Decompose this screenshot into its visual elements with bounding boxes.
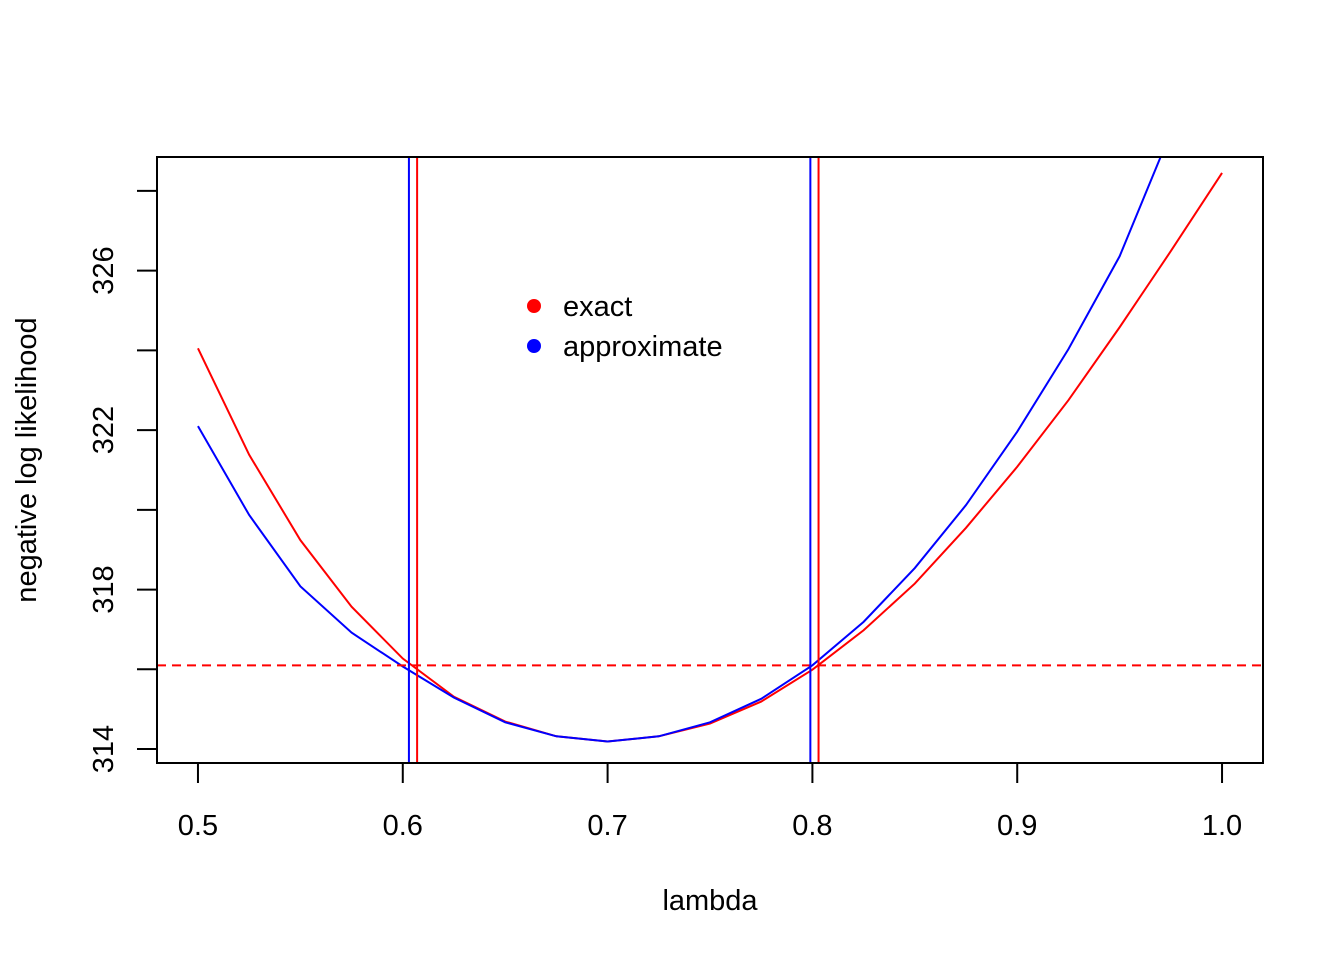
y-axis-label: negative log likelihood (11, 317, 43, 602)
series-line-approximate (197, 157, 1162, 743)
x-tick-label: 0.7 (587, 810, 627, 842)
legend-marker-approximate (527, 339, 541, 353)
x-tick-label: 0.9 (997, 810, 1037, 842)
y-tick-label: 326 (88, 246, 120, 294)
y-tick-label: 322 (88, 406, 120, 454)
x-axis-label: lambda (662, 885, 758, 917)
series-line-exact (197, 172, 1223, 743)
y-axis: 314 318 322 326 (88, 189, 158, 773)
legend-marker-exact (527, 299, 541, 313)
legend-label-approximate: approximate (563, 331, 723, 363)
y-tick-label: 318 (88, 565, 120, 613)
legend: exact approximate (527, 291, 723, 363)
y-tick-label: 314 (88, 725, 120, 773)
x-tick-label: 1.0 (1202, 810, 1242, 842)
x-tick-label: 0.6 (383, 810, 423, 842)
curves-layer (197, 157, 1223, 743)
x-tick-label: 0.8 (792, 810, 832, 842)
x-tick-label: 0.5 (178, 810, 218, 842)
x-axis: 0.5 0.6 0.7 0.8 0.9 1.0 (178, 762, 1242, 842)
legend-label-exact: exact (563, 291, 632, 323)
plot-frame (156, 156, 1264, 764)
reference-lines-layer (157, 157, 1263, 763)
